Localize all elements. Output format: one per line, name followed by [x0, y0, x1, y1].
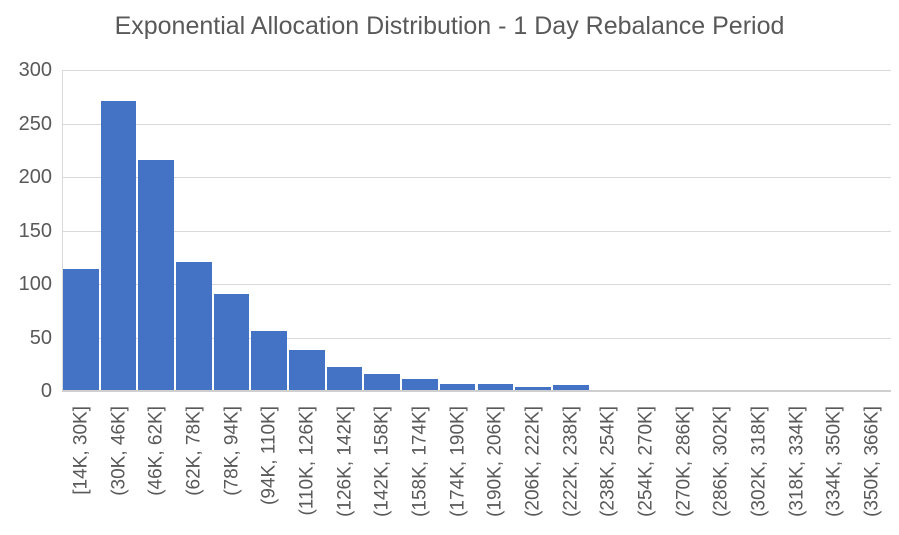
- y-axis-label: 100: [18, 273, 52, 295]
- x-axis-label: (238K, 254K]: [597, 406, 619, 517]
- gridline: [62, 337, 891, 339]
- x-axis-label: (270K, 286K]: [673, 406, 695, 517]
- x-axis-label: (334K, 350K]: [823, 406, 845, 517]
- x-axis-label: (78K, 94K]: [221, 406, 243, 496]
- histogram-bar: [515, 387, 551, 391]
- x-axis-label: (126K, 142K]: [334, 406, 356, 517]
- gridline: [62, 70, 891, 71]
- y-axis-label: 300: [18, 59, 52, 81]
- histogram-bar: [364, 374, 401, 391]
- histogram-bar: [326, 367, 363, 391]
- x-axis-label: (110K, 126K]: [296, 406, 318, 516]
- histogram-bar: [138, 160, 175, 391]
- x-axis-label: (30K, 46K]: [108, 406, 130, 496]
- x-axis-label: (190K, 206K]: [484, 406, 506, 517]
- x-axis-label: (158K, 174K]: [409, 406, 431, 517]
- histogram-bar: [100, 101, 137, 391]
- histogram-bar: [289, 350, 325, 391]
- x-axis-label: (302K, 318K]: [748, 406, 770, 517]
- histogram-bar: [213, 294, 250, 391]
- x-axis-label: (350K, 366K]: [861, 406, 883, 517]
- x-axis-label: (318K, 334K]: [786, 406, 808, 517]
- histogram-bar: [251, 331, 288, 391]
- histogram-bar: [477, 384, 514, 391]
- gridline: [62, 230, 891, 232]
- y-axis-label: 250: [18, 112, 52, 135]
- x-axis-label: (206K, 222K]: [522, 406, 544, 517]
- chart-title: Exponential Allocation Distribution - 1 …: [114, 12, 785, 40]
- y-axis-label: 200: [18, 166, 52, 188]
- x-axis-label: (142K, 158K]: [371, 406, 393, 517]
- histogram-bar: [439, 384, 476, 391]
- x-axis-label: (62K, 78K]: [183, 406, 205, 496]
- y-axis-line: [62, 70, 63, 391]
- gridline: [62, 177, 891, 178]
- x-axis-label: (46K, 62K]: [145, 406, 167, 496]
- x-axis-label: (286K, 302K]: [710, 406, 732, 517]
- gridline: [62, 123, 891, 125]
- histogram-bar: [552, 385, 589, 391]
- histogram-bar: [63, 269, 99, 391]
- y-axis-label: 50: [29, 326, 52, 349]
- x-axis-label: (94K, 110K]: [258, 406, 280, 505]
- y-axis-label: 150: [18, 219, 52, 242]
- x-axis-label: (174K, 190K]: [447, 406, 469, 517]
- gridline: [62, 284, 891, 285]
- x-axis-label: (222K, 238K]: [560, 406, 582, 517]
- y-axis-label: 0: [40, 380, 52, 402]
- histogram-bar: [402, 379, 438, 391]
- x-axis-label: [14K, 30K]: [70, 406, 92, 495]
- plot-area: [62, 70, 891, 392]
- x-axis-line: [62, 390, 891, 392]
- histogram-bar: [176, 262, 212, 391]
- x-axis-label: (254K, 270K]: [635, 406, 657, 517]
